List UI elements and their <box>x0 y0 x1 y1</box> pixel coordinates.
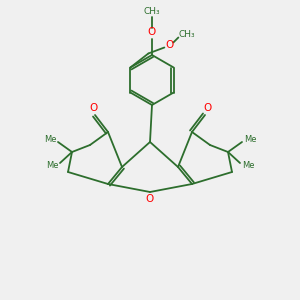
Text: CH₃: CH₃ <box>178 30 195 39</box>
Text: O: O <box>146 194 154 204</box>
Text: CH₃: CH₃ <box>144 7 160 16</box>
Text: O: O <box>165 40 173 50</box>
Text: Me: Me <box>242 160 254 169</box>
Text: Me: Me <box>46 160 58 169</box>
Text: O: O <box>203 103 211 113</box>
Text: Me: Me <box>244 136 256 145</box>
Text: Me: Me <box>44 136 56 145</box>
Text: O: O <box>148 27 156 37</box>
Text: O: O <box>89 103 97 113</box>
